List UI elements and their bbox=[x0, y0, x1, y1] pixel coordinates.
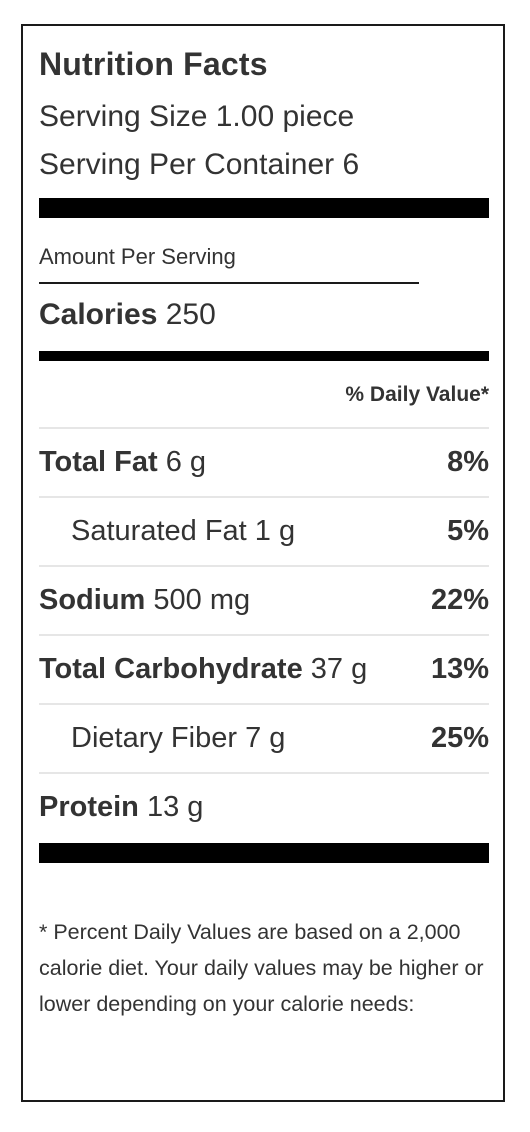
nutrition-title: Nutrition Facts bbox=[39, 46, 268, 82]
nutrient-row-dietary-fiber: Dietary Fiber 7 g 25% bbox=[39, 703, 489, 771]
daily-value-header: % Daily Value* bbox=[345, 383, 489, 406]
medium-divider bbox=[39, 351, 489, 361]
nutrient-label: Dietary Fiber 7 g bbox=[39, 722, 285, 755]
nutrient-row-protein: Protein 13 g bbox=[39, 772, 489, 840]
nutrient-row-saturated-fat: Saturated Fat 1 g 5% bbox=[39, 496, 489, 564]
calories-value: 250 bbox=[165, 298, 216, 331]
nutrient-percent: 25% bbox=[430, 721, 489, 754]
calories-line: Calories 250 bbox=[39, 298, 489, 332]
thick-divider-top bbox=[39, 198, 489, 218]
amount-underline bbox=[39, 282, 419, 284]
nutrient-row-sodium: Sodium 500 mg 22% bbox=[39, 565, 489, 633]
nutrient-name: Saturated Fat bbox=[71, 514, 247, 547]
nutrient-label: Total Fat 6 g bbox=[39, 446, 206, 479]
nutrient-percent: 8% bbox=[447, 445, 489, 478]
nutrient-name: Dietary Fiber bbox=[71, 721, 237, 754]
nutrient-percent: 13% bbox=[430, 652, 489, 685]
nutrient-label: Sodium 500 mg bbox=[39, 584, 250, 617]
nutrient-label: Saturated Fat 1 g bbox=[39, 515, 295, 548]
nutrient-amount: 1 g bbox=[254, 514, 296, 547]
nutrient-amount: 7 g bbox=[245, 721, 286, 754]
amount-per-serving-label: Amount Per Serving bbox=[39, 244, 236, 269]
nutrient-amount: 13 g bbox=[146, 790, 204, 823]
nutrient-name: Total Fat bbox=[39, 445, 158, 478]
nutrient-name: Sodium bbox=[39, 583, 146, 616]
nutrient-row-total-carbohydrate: Total Carbohydrate 37 g 13% bbox=[39, 634, 489, 702]
thick-divider-bottom bbox=[39, 843, 489, 863]
calories-label: Calories bbox=[39, 298, 158, 331]
nutrient-row-total-fat: Total Fat 6 g 8% bbox=[39, 427, 489, 495]
serving-size: Serving Size 1.00 piece bbox=[39, 100, 355, 133]
nutrient-name: Protein bbox=[39, 790, 139, 823]
nutrient-name: Total Carbohydrate bbox=[39, 652, 303, 685]
nutrient-percent: 22% bbox=[430, 583, 489, 616]
serving-per-container: Serving Per Container 6 bbox=[39, 148, 360, 181]
nutrient-amount: 37 g bbox=[310, 652, 368, 685]
nutrient-percent: 5% bbox=[447, 514, 489, 547]
nutrient-amount: 6 g bbox=[165, 445, 207, 478]
footnote: * Percent Daily Values are based on a 2,… bbox=[39, 920, 484, 1016]
nutrient-label: Total Carbohydrate 37 g bbox=[39, 653, 367, 686]
nutrition-facts-panel: Nutrition Facts Serving Size 1.00 piece … bbox=[21, 24, 505, 1102]
nutrient-amount: 500 mg bbox=[153, 583, 251, 616]
nutrient-label: Protein 13 g bbox=[39, 791, 203, 824]
